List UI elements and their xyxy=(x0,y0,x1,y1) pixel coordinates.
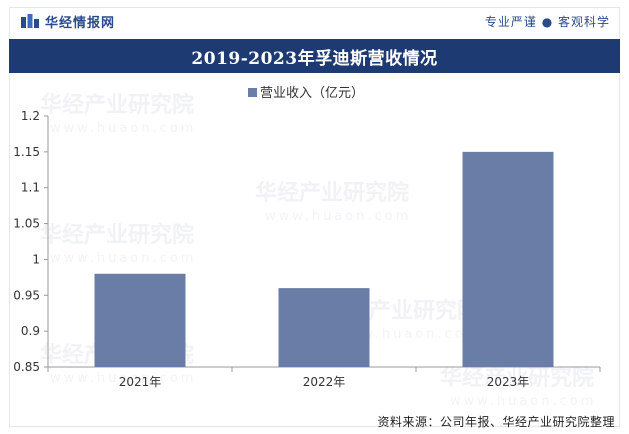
watermark-url: www.huaon.com xyxy=(265,209,411,224)
y-tick-label: 0.95 xyxy=(13,288,40,302)
legend-label: 营业收入（亿元） xyxy=(260,86,364,101)
watermark-url: www.huaon.com xyxy=(50,251,196,266)
y-tick-label: 1.1 xyxy=(21,181,40,195)
source-note: 资料来源：公司年报、华经产业研究院整理 xyxy=(377,415,615,429)
y-tick-label: 1 xyxy=(32,252,40,266)
y-tick-label: 1.15 xyxy=(13,145,40,159)
watermark-url: www.huaon.com xyxy=(450,394,596,409)
watermarks: 华经产业研究院 www.huaon.com 华经产业研究院 www.huaon.com… xyxy=(40,92,596,409)
watermark-text: 华经产业研究院 xyxy=(255,180,409,206)
y-tick-label: 1.2 xyxy=(21,109,40,123)
watermark-url: www.huaon.com xyxy=(50,371,196,386)
watermark-text: 华经产业研究院 xyxy=(40,92,194,118)
brand-name: 华经情报网 xyxy=(45,15,116,31)
slogan: 专业严谨 ● 客观科学 xyxy=(484,14,610,29)
huajing-logo-icon xyxy=(21,14,39,28)
y-tick-label: 1.05 xyxy=(13,217,40,231)
tick-labels: 0.85 0.9 0.95 1 1.05 1.1 1.15 1.2 2021年 2022年 2023… xyxy=(13,109,529,389)
brand: 华经情报网 xyxy=(21,12,115,31)
watermark-text: 华经产业研究院 xyxy=(440,365,594,391)
bar-2 xyxy=(278,288,370,367)
x-tick-label: 2021年 xyxy=(119,375,162,389)
bar-3 xyxy=(462,151,554,367)
chart-title: 2019-2023年孚迪斯营收情况 xyxy=(191,48,438,69)
y-tick-label: 0.85 xyxy=(13,360,40,374)
legend-swatch xyxy=(248,88,257,97)
bar-1 xyxy=(94,273,186,367)
y-tick-label: 0.9 xyxy=(21,324,40,338)
title-bar: 2019-2023年孚迪斯营收情况 xyxy=(9,39,620,73)
x-tick-label: 2022年 xyxy=(303,375,346,389)
bars xyxy=(94,151,554,367)
watermark-url: www.huaon.com xyxy=(335,327,481,342)
x-tick-label: 2023年 xyxy=(487,375,530,389)
top-bar: 华经情报网 专业严谨 ● 客观科学 xyxy=(9,7,620,35)
watermark-url: www.huaon.com xyxy=(50,121,196,136)
watermark-text: 华经产业研究院 xyxy=(40,222,194,248)
legend: 营业收入（亿元） xyxy=(248,86,364,101)
